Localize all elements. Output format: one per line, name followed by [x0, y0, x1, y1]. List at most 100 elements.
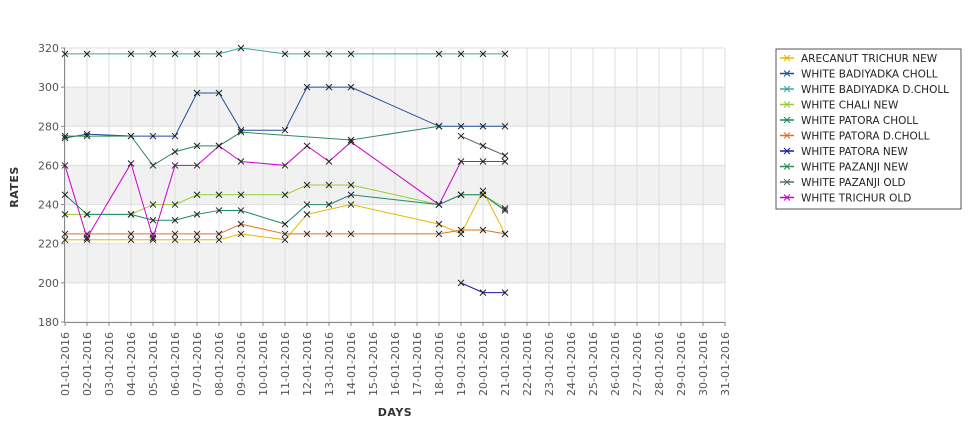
data-point	[127, 230, 135, 238]
vertical-gridlines	[64, 48, 726, 322]
data-point	[149, 132, 157, 140]
legend-label: WHITE TRICHUR OLD	[801, 193, 911, 205]
data-point	[325, 181, 333, 189]
data-point	[325, 158, 333, 165]
x-axis-title: DAYS	[378, 406, 412, 419]
data-point	[149, 50, 157, 58]
data-point	[83, 132, 91, 140]
data-point	[171, 50, 179, 58]
legend-marker	[780, 54, 794, 62]
data-point	[347, 136, 355, 144]
data-point	[171, 236, 179, 244]
data-point	[193, 142, 201, 150]
data-point	[237, 44, 245, 52]
data-point	[127, 160, 135, 167]
y-tick-label: 300	[38, 81, 59, 94]
x-tick-label: 12-01-2016	[301, 332, 314, 396]
data-point	[457, 132, 465, 140]
x-tick-labels: 01-01-2016 02-01-2016 03-01-2016 04-01-2016…	[59, 322, 732, 396]
series-line	[64, 141, 505, 240]
data-point	[237, 230, 245, 238]
data-point	[193, 50, 201, 58]
data-point	[479, 226, 487, 234]
x-tick-label: 31-01-2016	[719, 332, 732, 396]
series-group	[61, 138, 509, 242]
x-tick-label: 18-01-2016	[433, 332, 446, 396]
series-group	[457, 279, 509, 296]
x-tick-label: 20-01-2016	[477, 332, 490, 396]
series-line	[65, 223, 506, 235]
legend-label: WHITE BADIYADKA CHOLL	[801, 69, 938, 81]
data-point	[303, 83, 311, 91]
x-tick-label: 04-01-2016	[125, 332, 138, 396]
data-point	[303, 181, 311, 189]
data-point	[347, 138, 355, 146]
data-point	[347, 83, 355, 91]
data-point	[303, 211, 311, 218]
legend-marker	[780, 163, 794, 170]
series-line	[65, 47, 505, 55]
data-point	[61, 236, 69, 244]
data-point	[171, 132, 179, 140]
data-point	[215, 230, 223, 238]
data-point	[281, 191, 289, 199]
data-point	[325, 230, 333, 238]
y-tick-label: 200	[38, 277, 59, 290]
data-point	[171, 148, 179, 156]
data-point	[127, 50, 135, 58]
x-tick-label: 27-01-2016	[631, 332, 644, 396]
data-point	[61, 211, 69, 218]
series-group	[61, 44, 509, 58]
data-point	[83, 236, 91, 244]
series-line	[65, 125, 440, 167]
data-point	[303, 50, 311, 58]
data-point	[215, 207, 223, 214]
data-point	[501, 122, 509, 130]
data-point	[479, 142, 487, 150]
data-point	[347, 230, 355, 238]
data-point	[303, 230, 311, 238]
data-point	[127, 211, 135, 218]
x-tick-label: 07-01-2016	[191, 332, 204, 396]
legend-label: WHITE PATORA D.CHOLL	[801, 131, 930, 143]
series-line	[64, 86, 505, 139]
legend-label: WHITE PATORA NEW	[801, 146, 908, 158]
x-tick-label: 15-01-2016	[367, 332, 380, 396]
y-tick-label: 280	[38, 120, 59, 133]
data-point	[215, 142, 223, 150]
data-point	[501, 207, 509, 214]
legend-marker	[780, 178, 794, 186]
data-point	[457, 191, 465, 199]
data-point	[501, 158, 509, 165]
data-point	[501, 50, 509, 58]
data-point	[325, 83, 333, 91]
data-point	[193, 162, 201, 169]
x-tick-label: 01-01-2016	[59, 332, 72, 396]
data-point	[237, 220, 245, 228]
data-point	[215, 50, 223, 58]
data-point	[171, 162, 179, 169]
data-point	[281, 162, 289, 169]
data-point	[61, 132, 69, 140]
data-point	[281, 236, 289, 244]
data-point	[83, 50, 91, 58]
data-point	[171, 230, 179, 238]
x-tick-label: 05-01-2016	[147, 332, 160, 396]
data-point	[435, 201, 443, 208]
data-point	[61, 230, 69, 238]
legend-marker	[780, 85, 794, 93]
data-point	[303, 201, 311, 208]
data-point	[457, 158, 465, 165]
series-line	[64, 194, 506, 225]
data-point	[149, 216, 157, 224]
data-point	[149, 201, 157, 208]
x-tick-label: 28-01-2016	[653, 332, 666, 396]
y-tick-label: 220	[38, 238, 59, 251]
data-point	[281, 230, 289, 238]
data-point	[127, 132, 135, 140]
data-point	[149, 234, 157, 242]
x-tick-label: 16-01-2016	[389, 332, 402, 396]
x-tick-label: 21-01-2016	[499, 332, 512, 396]
series-group	[61, 220, 509, 238]
